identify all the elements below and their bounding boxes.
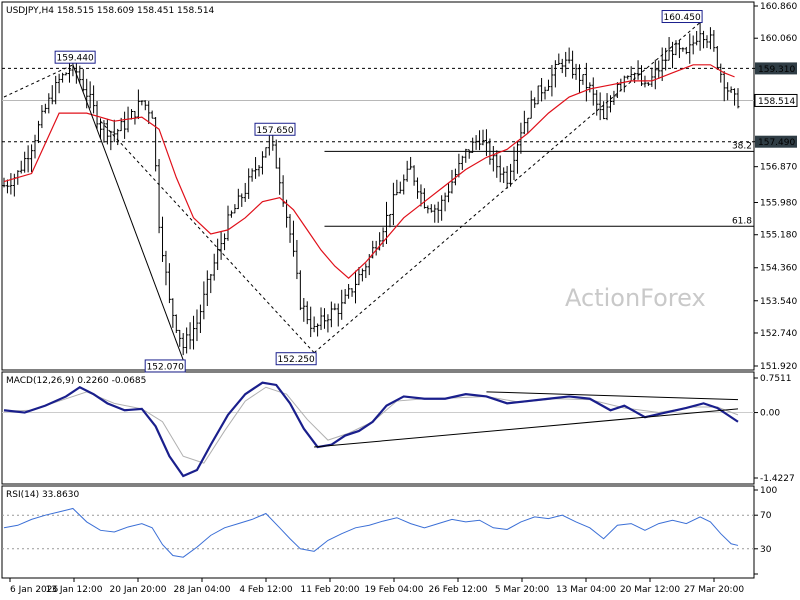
price-badge-text: 157.490 <box>758 138 795 148</box>
time-tick-label: 13 Jan 12:00 <box>46 585 103 595</box>
price-tick-label: 155.980 <box>760 199 797 209</box>
rsi-indicator <box>2 507 754 558</box>
price-label-text: 152.070 <box>147 362 184 372</box>
rsi-pane-frame <box>1 485 755 579</box>
trendlines <box>3 22 701 361</box>
price-badge <box>754 93 798 107</box>
price-pane-frame <box>1 1 755 371</box>
moving-average-line <box>3 64 735 280</box>
time-tick-label: 20 Jan 20:00 <box>110 585 167 595</box>
price-tick-label: 155.180 <box>760 231 797 241</box>
time-tick-label: 4 Feb 12:00 <box>239 585 293 595</box>
macd-indicator <box>2 381 754 478</box>
macd-axis: 0.7511 0.00 -1.4227 <box>754 374 795 484</box>
horizontal-levels <box>2 67 754 143</box>
time-tick-label: 27 Mar 20:00 <box>684 585 744 595</box>
rsi-line <box>3 507 739 558</box>
price-tick-label: 156.870 <box>760 163 797 173</box>
price-labels: 159.440 152.070 157.650 152.250 160.450 <box>54 10 703 373</box>
price-badges: 159.310 158.514 157.490 <box>754 62 798 148</box>
macd-header: MACD(12,26,9) 0.2260 -0.0685 <box>6 376 146 386</box>
fib-level-label: 61.8 <box>732 216 752 226</box>
time-tick-label: 26 Feb 12:00 <box>428 585 487 595</box>
rsi-axis: 100 70 30 <box>754 486 777 575</box>
time-tick-label: 20 Mar 12:00 <box>620 585 680 595</box>
time-tick-label: 6 Jan 2026 <box>10 585 58 595</box>
macd-tick-label: 0.7511 <box>760 374 792 384</box>
price-tick-label: 153.540 <box>760 297 797 307</box>
price-tick-label: 151.920 <box>760 362 797 372</box>
macd-trendline <box>486 391 739 401</box>
watermark: ActionForex <box>565 284 706 312</box>
price-tick-label: 152.740 <box>760 329 797 339</box>
price-badge-text: 158.514 <box>758 97 795 107</box>
price-badge-text: 159.310 <box>758 65 795 75</box>
time-tick-label: 13 Mar 04:00 <box>556 585 616 595</box>
price-label-text: 160.450 <box>663 13 700 23</box>
price-tick-label: 154.360 <box>760 264 797 274</box>
macd-tick-label: 0.00 <box>760 409 780 419</box>
rsi-tick-label: 30 <box>760 545 772 555</box>
price-label-box <box>661 10 703 24</box>
price-label-text: 152.250 <box>278 355 315 365</box>
trendline <box>72 64 184 361</box>
moving-average <box>3 64 735 280</box>
fib-level-label: 38.2 <box>732 141 752 151</box>
macd-trendline <box>314 408 739 448</box>
macd-line <box>3 381 739 478</box>
macd-tick-label: -1.4227 <box>760 474 795 484</box>
rsi-header: RSI(14) 33.8630 <box>6 490 79 500</box>
time-tick-label: 19 Feb 04:00 <box>364 585 423 595</box>
price-label-text: 157.650 <box>256 126 293 136</box>
trendline <box>313 22 701 354</box>
price-label-box <box>144 359 186 373</box>
macd-signal-line <box>3 386 739 464</box>
trendline <box>100 120 315 354</box>
price-badge <box>755 62 797 75</box>
price-tick-label: 160.060 <box>760 34 797 44</box>
trendline <box>3 64 74 98</box>
price-badge <box>755 135 797 148</box>
time-tick-label: 5 Mar 20:00 <box>495 585 550 595</box>
rsi-tick-label: 100 <box>760 486 777 496</box>
price-label-box <box>254 122 296 136</box>
symbol-header: USDJPY,H4 158.515 158.609 158.451 158.51… <box>6 6 215 16</box>
price-label-box <box>54 50 96 64</box>
price-tick-label: 160.860 <box>760 2 797 12</box>
price-label-box <box>275 352 317 366</box>
time-tick-label: 28 Jan 04:00 <box>174 585 231 595</box>
price-label-text: 159.440 <box>57 54 94 64</box>
macd-pane-frame <box>1 371 755 485</box>
time-tick-label: 11 Feb 20:00 <box>300 585 359 595</box>
rsi-tick-label: 70 <box>760 511 772 521</box>
